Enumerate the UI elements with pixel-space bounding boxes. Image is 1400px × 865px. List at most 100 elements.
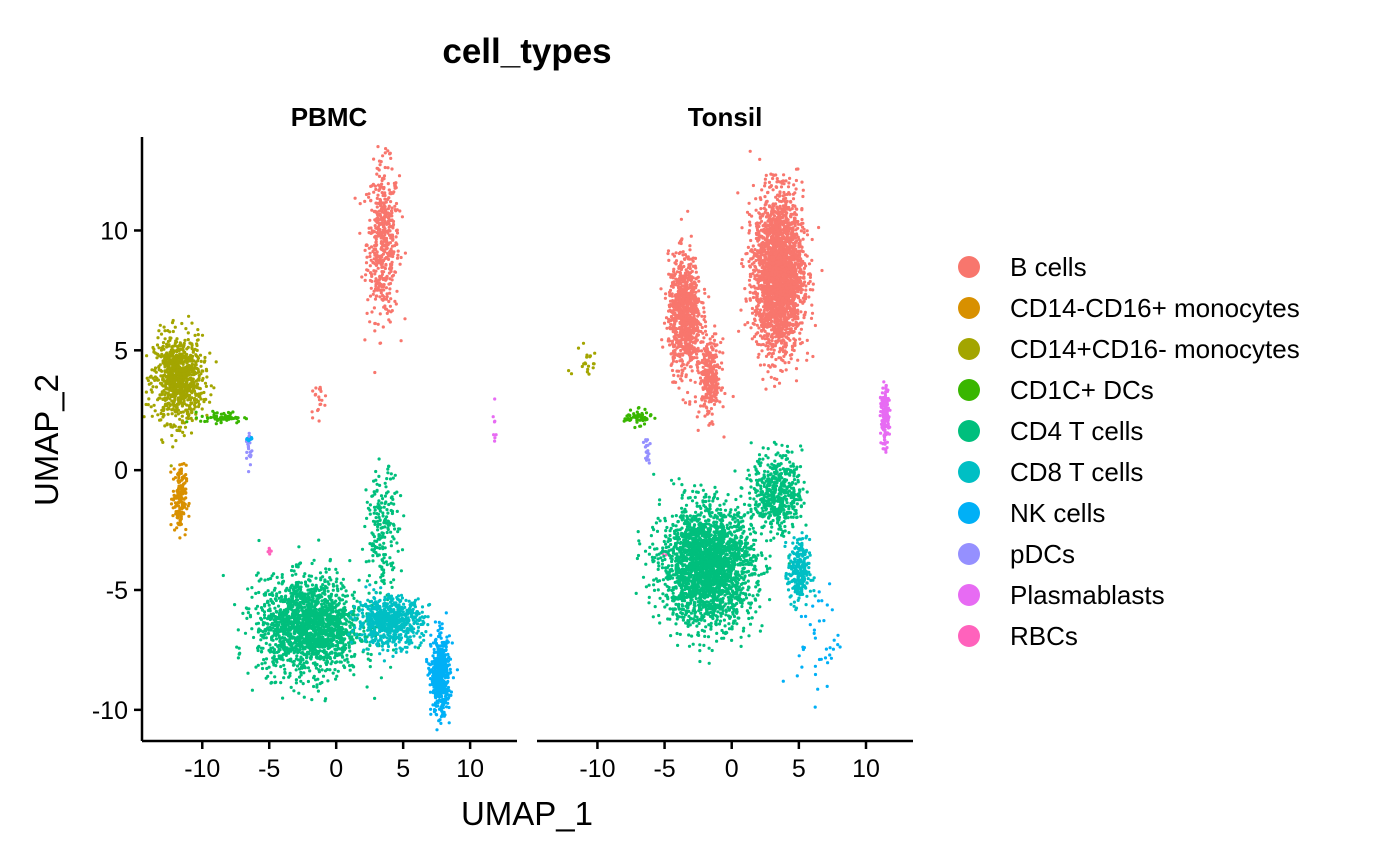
data-point — [174, 439, 178, 443]
data-point — [341, 577, 345, 581]
data-point — [441, 706, 445, 710]
data-point — [395, 541, 399, 545]
data-point — [294, 637, 298, 641]
data-point — [178, 463, 182, 467]
data-point — [430, 660, 434, 664]
data-point — [193, 384, 197, 388]
data-point — [390, 568, 395, 572]
data-point — [179, 517, 183, 521]
data-point — [281, 579, 286, 583]
data-point — [308, 579, 312, 583]
data-point — [285, 610, 289, 614]
data-point — [170, 378, 174, 382]
data-point — [171, 489, 175, 493]
data-point — [429, 633, 433, 637]
data-point — [362, 629, 366, 633]
data-point — [325, 659, 329, 663]
data-point — [153, 409, 157, 413]
data-point — [257, 538, 261, 543]
data-point — [149, 381, 153, 385]
data-point — [336, 641, 340, 645]
data-point — [492, 433, 496, 437]
data-point — [389, 544, 393, 548]
data-point — [381, 642, 385, 646]
data-point — [184, 368, 188, 372]
data-point — [275, 592, 279, 596]
data-point — [310, 621, 315, 626]
data-point — [274, 637, 279, 641]
data-point — [182, 377, 186, 381]
data-point — [173, 528, 177, 532]
data-point — [302, 652, 306, 657]
data-point — [270, 591, 274, 595]
data-point — [187, 314, 191, 318]
data-point — [427, 671, 432, 676]
data-point — [392, 190, 396, 194]
data-point — [245, 616, 249, 621]
data-point — [194, 416, 198, 420]
data-point — [450, 641, 454, 645]
data-point — [384, 307, 389, 311]
data-point — [295, 664, 300, 668]
data-point — [181, 366, 185, 370]
data-point — [405, 611, 409, 615]
data-point — [389, 156, 393, 160]
data-point — [436, 650, 440, 654]
data-point — [161, 440, 165, 444]
data-point — [214, 422, 218, 426]
data-point — [350, 635, 354, 639]
data-point — [268, 609, 272, 613]
data-point — [367, 591, 371, 595]
data-point — [375, 196, 379, 200]
data-point — [397, 527, 401, 531]
data-point — [378, 546, 382, 551]
data-point — [376, 322, 380, 326]
data-point — [347, 645, 351, 650]
data-point — [365, 255, 369, 259]
data-point — [277, 643, 281, 648]
data-point — [378, 274, 382, 278]
data-point — [445, 639, 449, 643]
data-point — [372, 629, 376, 633]
data-point — [244, 417, 248, 421]
data-point — [383, 517, 387, 521]
data-point — [179, 494, 183, 498]
data-point — [318, 385, 322, 389]
data-point — [391, 219, 396, 224]
data-point — [388, 229, 392, 233]
data-point — [396, 530, 400, 534]
data-point — [256, 621, 261, 625]
data-point — [372, 190, 376, 194]
data-point — [177, 484, 181, 488]
data-point — [444, 701, 448, 705]
data-point — [191, 387, 195, 391]
data-point — [383, 165, 387, 170]
data-point — [375, 205, 379, 209]
data-point — [389, 209, 394, 213]
data-point — [407, 599, 411, 603]
data-point — [396, 249, 400, 253]
data-point — [373, 492, 377, 496]
data-point — [494, 433, 498, 437]
data-point — [330, 639, 334, 643]
data-point — [292, 689, 296, 693]
data-point — [310, 561, 314, 566]
data-point — [185, 416, 189, 420]
data-point — [177, 500, 181, 505]
data-point — [203, 355, 207, 360]
data-point — [171, 498, 176, 502]
data-point — [289, 685, 293, 690]
data-point — [358, 600, 362, 604]
data-point — [155, 343, 160, 347]
data-point — [259, 638, 263, 642]
data-point — [192, 370, 197, 374]
data-point — [380, 288, 384, 292]
data-point — [388, 320, 392, 324]
data-point — [372, 596, 376, 600]
data-point — [190, 410, 194, 414]
data-point — [160, 382, 164, 386]
data-point — [149, 374, 153, 378]
data-point — [158, 396, 162, 400]
data-point — [387, 638, 391, 642]
data-point — [200, 414, 204, 418]
